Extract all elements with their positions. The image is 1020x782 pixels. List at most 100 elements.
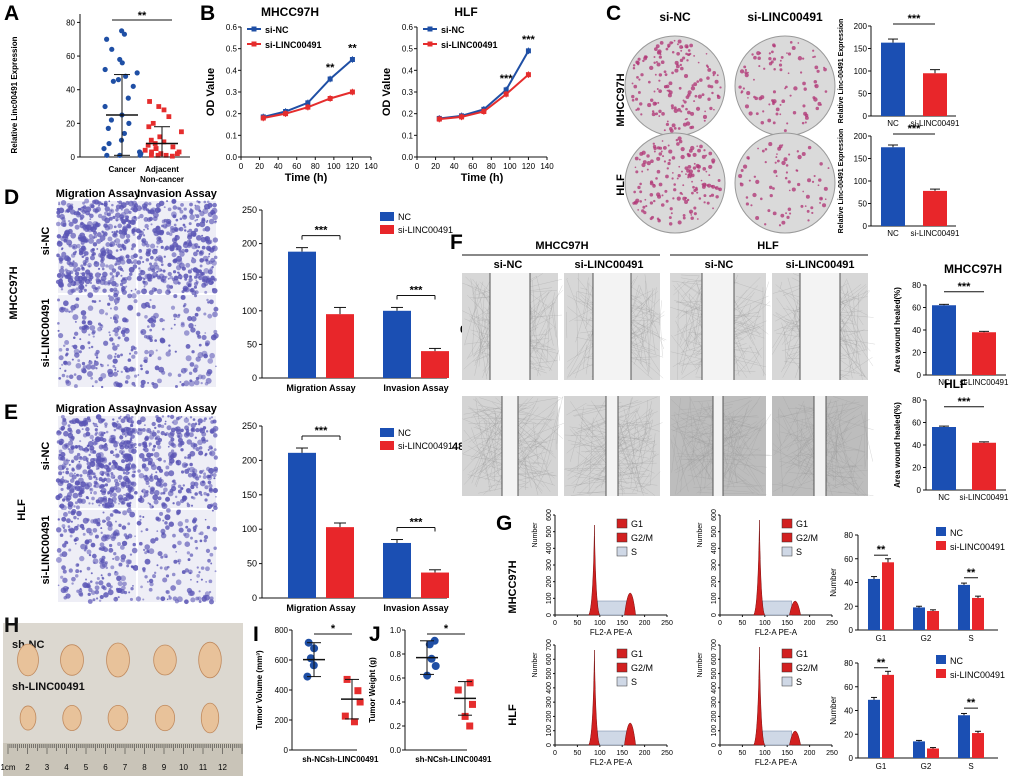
d-img-mig-sinc-cell (128, 200, 135, 207)
d-img-mig-sinc-cell (130, 208, 132, 210)
d-row-sinc: si-NC (40, 227, 52, 256)
e-img-mig-sinc-cell (131, 429, 135, 433)
d-img-inv-silinc-cell (149, 298, 152, 302)
e-img-inv-sinc-cell (208, 445, 213, 450)
g-hist-g1-peak (588, 524, 601, 616)
e-img-mig-sinc-cell (67, 427, 72, 432)
f-img-texture (673, 413, 702, 492)
c-colony (755, 112, 759, 116)
c-colony (690, 125, 695, 129)
d-img-mig-silinc-cell (128, 352, 132, 355)
g-sig: ** (877, 544, 886, 556)
d-img-mig-silinc-cell (80, 344, 85, 350)
d-img-mig-silinc-cell (98, 308, 105, 315)
c-dish (734, 132, 836, 234)
d-img-mig-sinc-cell (79, 217, 83, 221)
e-img-inv-sinc-cell (136, 429, 143, 436)
e-img-mig-sinc-cell (70, 435, 75, 440)
d-img-mig-silinc-cell (78, 350, 82, 354)
d-img-mig-sinc-cell (66, 260, 72, 266)
e-img-mig-silinc-cell (101, 576, 104, 579)
e-img-mig-sinc-cell (79, 474, 83, 478)
c-colony (650, 98, 654, 102)
d-img-mig-silinc-cell (112, 371, 118, 377)
c-colony (750, 204, 753, 207)
c-colony (668, 216, 672, 220)
e-img-mig-silinc-cell (118, 523, 122, 528)
e-img-inv-silinc-cell (205, 548, 211, 553)
e-img-mig-sinc-cell (119, 444, 125, 450)
f-ytick-label: 60 (912, 419, 921, 428)
e-img-inv-sinc-cell (164, 471, 170, 477)
d-img-inv-sinc-cell (213, 255, 218, 260)
c-colony (670, 104, 674, 108)
e-img-inv-silinc-cell (157, 551, 163, 557)
c-colony (653, 150, 656, 153)
e-img-inv-silinc-cell (193, 528, 197, 532)
c-colony (708, 174, 711, 177)
d-img-inv-silinc-cell (140, 367, 143, 371)
b-ytick-label: 0.0 (402, 153, 414, 162)
e-img-mig-sinc-cell (118, 502, 120, 505)
e-img-mig-silinc-cell (127, 533, 133, 539)
d-row-silinc: si-LINC00491 (40, 298, 52, 367)
e-img-inv-sinc-cell (164, 497, 170, 502)
b-point (327, 96, 333, 101)
e-img-mig-silinc-cell (132, 542, 136, 547)
d-img-mig-sinc-cell (56, 240, 63, 247)
g-bar-legend-label: NC (950, 528, 963, 538)
d-img-inv-sinc-cell (212, 202, 217, 208)
d-img-mig-sinc-cell (56, 210, 61, 215)
d-img-mig-sinc-cell (106, 253, 113, 260)
ij-ytick-label: 0.2 (390, 722, 402, 731)
e-img-mig-silinc-cell (129, 511, 136, 518)
a-point-adjacent (150, 120, 156, 126)
e-img-inv-sinc-cell (169, 414, 175, 420)
d-img-inv-sinc-cell (146, 227, 149, 230)
g-hist-xtick-label: 0 (718, 620, 722, 627)
f-img-texture (693, 485, 765, 488)
c-colony (672, 197, 675, 200)
d-img-mig-sinc-cell (115, 204, 121, 210)
d-img-mig-sinc-cell (56, 207, 60, 211)
c-colony (772, 100, 775, 104)
d-img-inv-sinc-cell (156, 288, 163, 295)
c-colony (638, 158, 641, 161)
c-colony (752, 192, 757, 198)
f-img-texture (485, 420, 495, 469)
f-img-texture (636, 410, 649, 440)
e-img-mig-silinc-cell (78, 588, 83, 593)
f-img-texture (776, 433, 783, 447)
b-ytick-label: 0.5 (226, 45, 238, 54)
g-bar-xtick-label: S (968, 762, 973, 771)
e-img-inv-silinc-cell (175, 550, 178, 553)
e-img-mig-sinc-cell (126, 502, 131, 506)
c-colony (687, 164, 692, 169)
f-img-texture (865, 442, 868, 467)
e-img-mig-sinc-cell (93, 490, 97, 495)
g-hist-ytick-label: 300 (711, 696, 718, 708)
e-img-mig-sinc-cell (127, 430, 133, 436)
c-colony (824, 198, 827, 201)
e-img-inv-sinc-cell (186, 503, 191, 508)
e-img-inv-silinc-cell (148, 578, 154, 584)
g-hist-xtick-label: 200 (804, 620, 816, 627)
f-ytick-label: 40 (912, 441, 921, 450)
c-colony (680, 49, 683, 52)
c-colony (668, 222, 673, 226)
e-img-inv-sinc-cell (202, 475, 207, 480)
e-img-mig-silinc-cell (75, 525, 78, 528)
e-img-mig-silinc-cell (70, 510, 76, 516)
g-hist-legend-swatch (616, 662, 628, 673)
c-colony (806, 209, 810, 213)
d-img-mig-sinc-cell (122, 278, 125, 281)
f-img-texture (834, 427, 838, 487)
d-img-inv-sinc-cell (153, 248, 156, 251)
e-img-mig-silinc-cell (122, 510, 128, 516)
c-colony (746, 91, 751, 96)
d-img-inv-sinc-cell (160, 263, 164, 267)
ij-point-shlinc (468, 700, 476, 708)
e-img-inv-silinc-cell (178, 527, 184, 533)
e-img-mig-sinc-cell (123, 444, 127, 448)
e-img-inv-sinc-cell (194, 422, 198, 426)
